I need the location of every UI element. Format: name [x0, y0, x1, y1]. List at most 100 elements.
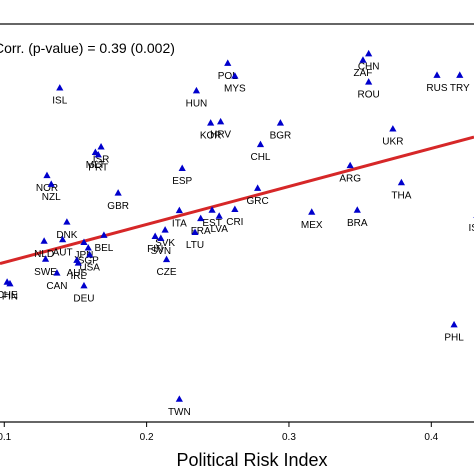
data-point-label: FRA: [191, 226, 211, 237]
x-tick-label: 0.1: [0, 432, 12, 443]
data-point-marker: [161, 226, 169, 233]
data-point-marker: [215, 212, 223, 219]
data-point-marker: [254, 184, 262, 191]
data-point-marker: [276, 119, 285, 126]
data-point-label: UKR: [382, 137, 403, 148]
x-axis-title: Political Risk Index: [176, 450, 327, 470]
data-point-marker: [256, 140, 265, 148]
data-point-marker: [94, 150, 102, 158]
data-point-label: PRT: [88, 163, 108, 174]
data-point-marker: [450, 320, 458, 328]
data-point-label: AUT: [53, 247, 73, 258]
data-point-marker: [207, 119, 215, 126]
data-point-marker: [365, 78, 373, 85]
data-point-label: NLD: [34, 249, 54, 260]
data-point-marker: [175, 206, 183, 214]
data-point-label: BGR: [270, 131, 292, 142]
data-point-label: PHL: [444, 332, 464, 343]
data-point-marker: [231, 205, 239, 212]
data-point-label: RUS: [426, 83, 447, 94]
data-point-label: SGP: [78, 256, 99, 267]
data-point-label: ITA: [172, 218, 187, 229]
data-point-label: GBR: [107, 201, 129, 212]
data-point-marker: [47, 180, 55, 187]
data-point-marker: [40, 237, 48, 244]
data-point-marker: [63, 218, 71, 225]
data-point-label: BEL: [94, 243, 113, 254]
data-point-label: TWN: [168, 407, 191, 418]
data-point-label: MYS: [224, 84, 246, 95]
data-point-marker: [308, 208, 316, 215]
data-point-marker: [74, 259, 82, 266]
data-point-marker: [191, 228, 199, 236]
data-point-label: GRC: [247, 196, 269, 207]
data-point-marker: [346, 161, 354, 169]
data-point-label: EST: [202, 218, 221, 229]
data-point-label: SWE: [34, 267, 57, 278]
data-point-marker: [151, 232, 159, 240]
data-point-label: HUN: [186, 98, 208, 109]
data-point-label: DNK: [56, 230, 77, 241]
data-point-marker: [175, 395, 183, 402]
data-point-label: MEX: [301, 220, 323, 231]
data-point-label: KOR: [200, 131, 222, 142]
data-point-marker: [53, 269, 61, 276]
data-point-label: DEU: [73, 293, 94, 304]
data-point-marker: [192, 86, 201, 94]
data-point-label: LVA: [210, 224, 228, 235]
plot-area: [0, 23, 474, 423]
data-point-marker: [100, 231, 108, 238]
data-point-marker: [162, 255, 171, 263]
data-point-marker: [224, 59, 232, 66]
data-point-label: SVN: [151, 246, 172, 257]
data-point-marker: [197, 214, 205, 222]
data-point-label: FIN: [147, 244, 163, 255]
data-point-label: THA: [391, 190, 411, 201]
data-point-label: CHE: [0, 290, 18, 301]
data-point-label: HRV: [210, 130, 231, 141]
data-point-label: ESP: [172, 176, 192, 187]
x-tick-label: 0.3: [282, 432, 296, 443]
data-point-label: POL: [218, 71, 238, 82]
data-point-label: JPN: [75, 250, 94, 261]
data-point-marker: [178, 164, 186, 171]
data-point-label: ROU: [358, 90, 380, 101]
data-point-marker: [456, 71, 464, 78]
correlation-annotation: Corr. (p-value) = 0.39 (0.002): [0, 40, 175, 56]
data-point-label: CHL: [250, 152, 270, 163]
data-point-marker: [97, 142, 105, 150]
data-point-label: NOR: [36, 183, 58, 194]
data-point-label: USA: [79, 262, 100, 273]
data-point-marker: [231, 72, 239, 79]
data-point-marker: [208, 206, 216, 213]
data-point-label: CHN: [358, 61, 380, 72]
data-point-marker: [59, 235, 67, 243]
data-point-marker: [433, 71, 441, 78]
data-point-marker: [80, 281, 88, 289]
data-point-marker: [353, 206, 361, 213]
data-point-label: CRI: [226, 217, 243, 228]
data-point-marker: [43, 171, 51, 179]
data-point-marker: [6, 279, 14, 287]
regression-layer: [0, 135, 474, 266]
data-point-label: IRL: [71, 271, 87, 282]
data-point-marker: [41, 255, 50, 262]
data-point-label: ZAF: [354, 68, 373, 79]
data-point-marker: [397, 178, 406, 186]
data-point-label: LTU: [186, 240, 204, 251]
data-point-label: NZL: [42, 192, 61, 203]
data-point-marker: [80, 238, 88, 245]
data-point-label: SVK: [155, 238, 175, 249]
regression-line: [0, 135, 474, 266]
data-point-label: ISL: [52, 96, 67, 107]
data-point-label: ARG: [339, 173, 361, 184]
data-point-marker: [84, 244, 92, 251]
data-point-marker: [389, 125, 397, 132]
data-point-label: CAN: [46, 281, 67, 292]
data-point-marker: [359, 56, 367, 63]
x-axis: 0.1 0.2 0.3 0.4: [0, 422, 439, 443]
data-point-label: MLT: [86, 160, 105, 171]
data-point-label: ISR: [469, 223, 474, 234]
